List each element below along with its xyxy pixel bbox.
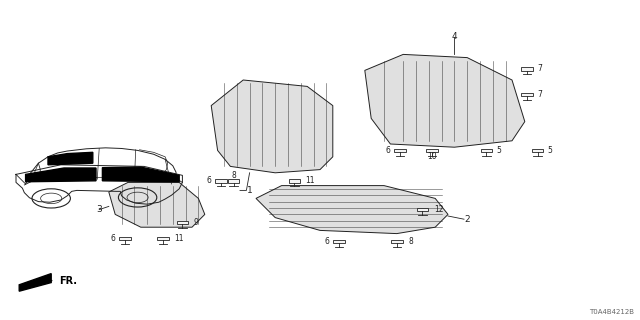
Text: 6: 6 <box>324 237 330 246</box>
Bar <box>417 208 428 212</box>
Bar <box>119 236 131 240</box>
Text: 9: 9 <box>193 218 198 227</box>
Polygon shape <box>256 186 448 234</box>
Text: 10: 10 <box>427 152 437 161</box>
Text: 11: 11 <box>305 176 315 185</box>
Text: FR.: FR. <box>60 276 77 286</box>
Bar <box>521 92 532 96</box>
Bar <box>228 179 239 183</box>
Text: 12: 12 <box>434 205 444 214</box>
Polygon shape <box>48 152 93 165</box>
Polygon shape <box>26 168 96 182</box>
Text: 5: 5 <box>497 146 502 155</box>
Text: 3: 3 <box>97 205 102 214</box>
Text: 5: 5 <box>548 146 553 155</box>
Bar <box>394 148 406 152</box>
Bar <box>532 148 543 152</box>
Bar <box>391 240 403 244</box>
Text: 8: 8 <box>408 237 413 246</box>
Text: 8: 8 <box>231 171 236 180</box>
Polygon shape <box>19 274 51 291</box>
Text: 6: 6 <box>385 146 390 155</box>
Bar <box>215 179 227 183</box>
Text: 2: 2 <box>465 215 470 224</box>
Bar <box>177 220 188 224</box>
Polygon shape <box>109 182 205 227</box>
Bar <box>481 148 492 152</box>
Text: 6: 6 <box>206 176 211 185</box>
Bar <box>521 67 532 71</box>
Text: 7: 7 <box>538 64 543 73</box>
Bar <box>333 240 345 244</box>
Polygon shape <box>211 80 333 173</box>
Bar <box>289 179 300 183</box>
Text: 1: 1 <box>247 186 252 195</box>
Text: 7: 7 <box>538 90 543 99</box>
Bar <box>157 236 169 240</box>
Text: 6: 6 <box>110 234 115 243</box>
Polygon shape <box>102 167 179 182</box>
Text: 4: 4 <box>452 32 457 41</box>
Text: T0A4B4212B: T0A4B4212B <box>589 309 634 315</box>
Text: 11: 11 <box>174 234 184 243</box>
Polygon shape <box>365 54 525 147</box>
Bar <box>426 148 438 152</box>
